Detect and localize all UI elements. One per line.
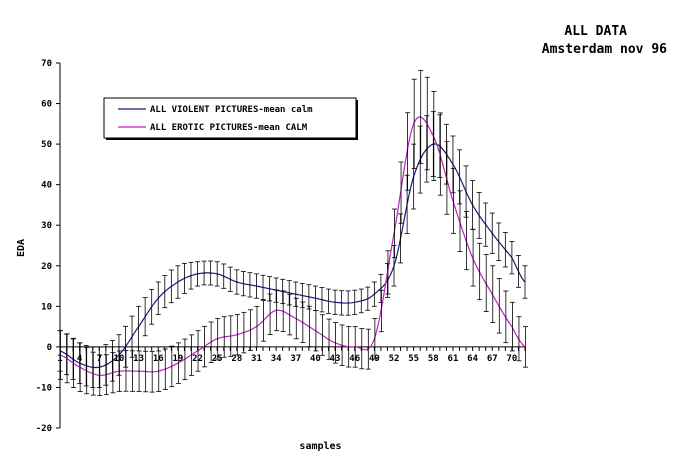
x-axis-title: samples bbox=[299, 441, 341, 452]
y-tick-label: 50 bbox=[41, 140, 52, 150]
x-tick-label: 31 bbox=[251, 354, 262, 364]
series-1 bbox=[57, 111, 528, 388]
y-tick-label: 30 bbox=[41, 221, 52, 231]
x-tick-label: 37 bbox=[290, 354, 301, 364]
y-tick-label: -10 bbox=[36, 383, 52, 393]
y-tick-label: -20 bbox=[36, 424, 52, 434]
series-2 bbox=[58, 69, 528, 396]
x-tick-label: 13 bbox=[133, 354, 144, 364]
y-tick-label: 60 bbox=[41, 100, 52, 110]
x-tick-label: 22 bbox=[192, 354, 203, 364]
legend-box bbox=[103, 97, 357, 139]
x-tick-label: 16 bbox=[153, 354, 164, 364]
x-tick-label: 70 bbox=[506, 354, 517, 364]
x-tick-label: 19 bbox=[172, 354, 183, 364]
y-tick-label: 10 bbox=[41, 302, 52, 312]
y-axis-title: EDA bbox=[16, 239, 27, 257]
series-line bbox=[59, 143, 526, 369]
y-tick-label: 0 bbox=[47, 343, 52, 353]
x-tick-label: 40 bbox=[310, 354, 321, 364]
x-tick-label: 52 bbox=[389, 354, 400, 364]
chart-title-line1: ALL DATA bbox=[564, 24, 627, 39]
x-tick-label: 55 bbox=[408, 354, 419, 364]
x-tick-label: 28 bbox=[231, 354, 242, 364]
x-tick-label: 34 bbox=[271, 354, 282, 364]
x-tick-label: 64 bbox=[467, 354, 478, 364]
series-line bbox=[59, 116, 526, 376]
y-tick-label: 20 bbox=[41, 262, 52, 272]
y-tick-label: 70 bbox=[41, 59, 52, 69]
legend-label: ALL VIOLENT PICTURES-mean calm bbox=[150, 105, 313, 115]
y-tick-label: 40 bbox=[41, 181, 52, 191]
legend-label: ALL EROTIC PICTURES-mean CALM bbox=[150, 123, 308, 133]
x-tick-label: 43 bbox=[330, 354, 341, 364]
x-tick-label: 67 bbox=[487, 354, 498, 364]
x-tick-label: 58 bbox=[428, 354, 439, 364]
x-tick-label: 61 bbox=[448, 354, 459, 364]
x-tick-label: 46 bbox=[349, 354, 360, 364]
chart-title-line2: Amsterdam nov 96 bbox=[541, 42, 667, 57]
